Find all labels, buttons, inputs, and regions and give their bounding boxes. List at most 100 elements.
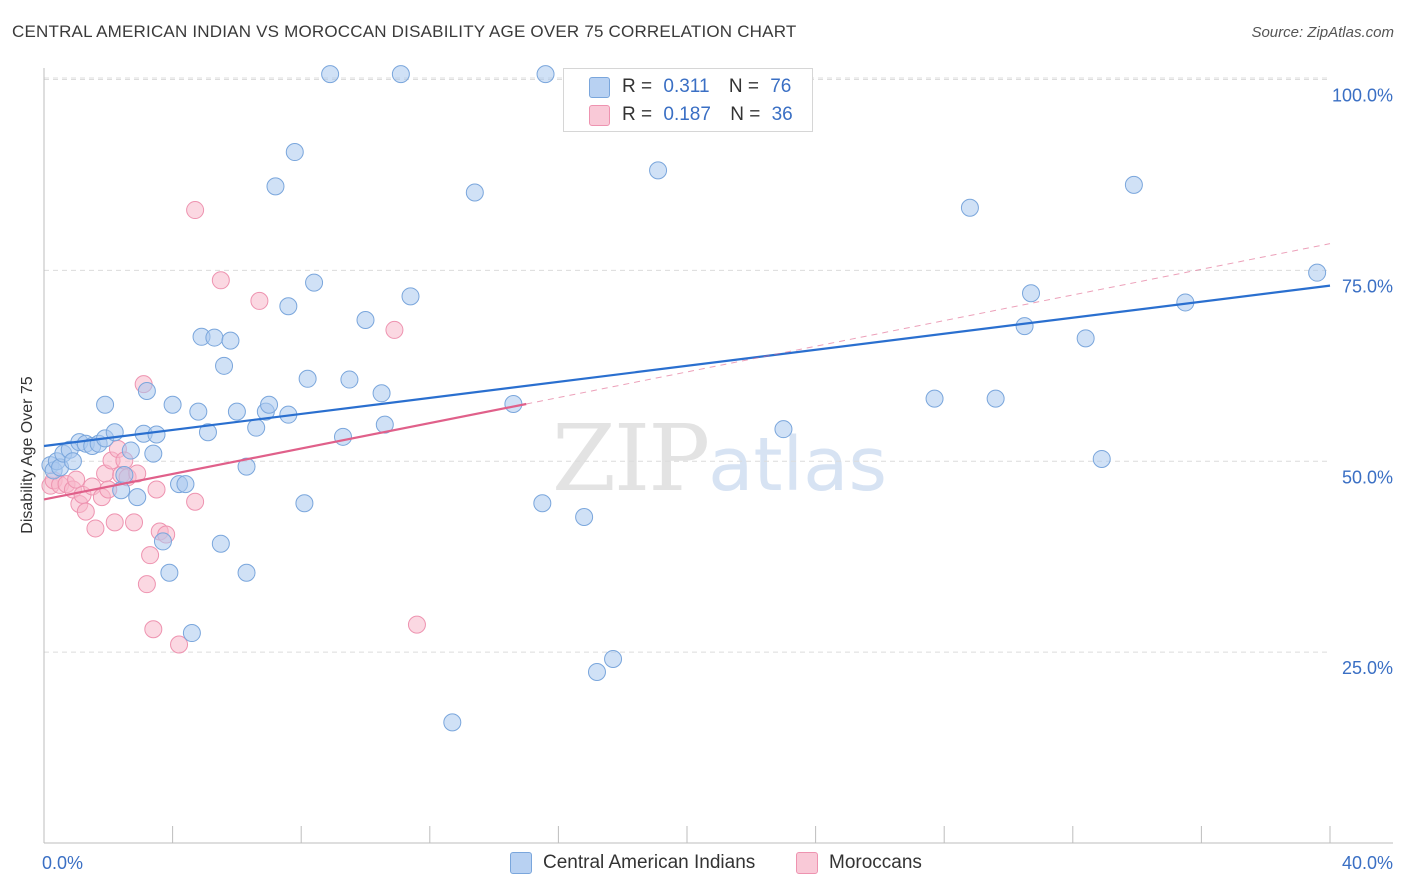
data-point-blue [266, 177, 285, 196]
data-point-blue [443, 713, 462, 732]
bottom-legend-swatch-pink [796, 852, 818, 874]
bottom-legend-label-pink: Moroccans [829, 852, 922, 873]
legend-r-label: R = [622, 76, 653, 97]
y-tick-label: 100.0% [1332, 86, 1393, 106]
data-point-blue [1076, 329, 1095, 348]
data-point-blue [160, 563, 179, 582]
y-tick-label: 25.0% [1342, 658, 1393, 678]
trend-line-extension-pink [526, 243, 1331, 405]
data-point-blue [305, 273, 324, 292]
data-point-blue [221, 331, 240, 350]
data-point-pink [125, 513, 144, 532]
watermark-atlas: atlas [708, 422, 887, 508]
data-point-blue [115, 465, 134, 484]
data-point-blue [205, 328, 224, 347]
bottom-legend-label-blue: Central American Indians [543, 852, 756, 873]
data-point-blue [279, 297, 298, 316]
chart-title: CENTRAL AMERICAN INDIAN VS MOROCCAN DISA… [12, 22, 797, 41]
data-point-blue [960, 198, 979, 217]
data-point-blue [321, 65, 340, 84]
data-point-blue [237, 457, 256, 476]
data-point-pink [141, 546, 160, 565]
data-point-pink [67, 470, 86, 489]
data-point-blue [137, 382, 156, 401]
data-point-pink [385, 320, 404, 339]
data-point-pink [105, 513, 124, 532]
y-tick-label: 50.0% [1342, 467, 1393, 487]
legend-swatch-pink [589, 104, 610, 126]
data-point-pink [137, 575, 156, 594]
data-point-blue [237, 563, 256, 582]
x-tick-label-max: 40.0% [1342, 853, 1393, 873]
data-point-blue [153, 532, 172, 551]
data-point-blue [227, 402, 246, 421]
data-point-blue [121, 441, 140, 460]
legend-n-value: 76 [770, 76, 792, 97]
data-point-blue [465, 183, 484, 202]
data-point-blue [215, 356, 234, 375]
bottom-legend-pink: Moroccans [796, 852, 922, 874]
data-point-pink [407, 615, 426, 634]
legend-n-value: 36 [771, 104, 793, 125]
trend-line-pink [43, 402, 527, 501]
legend-n-label: N = [728, 76, 759, 97]
data-point-blue [260, 395, 279, 414]
data-point-blue [1022, 284, 1041, 303]
data-point-blue [333, 427, 352, 446]
x-tick-label-min: 0.0% [42, 853, 83, 873]
data-point-blue [63, 452, 82, 471]
data-point-blue [295, 494, 314, 513]
data-point-blue [340, 370, 359, 389]
legend-n-label: N = [730, 104, 761, 125]
bottom-legend-blue: Central American Indians [510, 852, 755, 874]
legend-r-label: R = [622, 104, 653, 125]
data-point-blue [587, 662, 606, 681]
data-point-blue [128, 488, 147, 507]
data-point-blue [372, 384, 391, 403]
data-point-blue [198, 423, 217, 442]
correlation-legend: R = 0.311 N = 76 R = 0.187 N = 36 [563, 68, 813, 132]
data-point-pink [211, 271, 230, 290]
data-point-blue [1015, 317, 1034, 336]
data-point-blue [298, 369, 317, 388]
data-point-blue [986, 389, 1005, 408]
data-point-pink [170, 635, 189, 654]
data-point-blue [147, 425, 166, 444]
data-point-blue [925, 389, 944, 408]
legend-r-value: 0.187 [663, 104, 711, 125]
data-point-blue [163, 395, 182, 414]
data-point-blue [96, 395, 115, 414]
data-point-blue [182, 624, 201, 643]
data-point-blue [774, 420, 793, 439]
data-point-blue [189, 402, 208, 421]
source-label: Source: ZipAtlas.com [1251, 24, 1394, 41]
data-point-blue [504, 394, 523, 413]
data-point-pink [186, 201, 205, 220]
bottom-legend-swatch-blue [510, 852, 532, 874]
watermark-zip: ZIP [552, 405, 710, 512]
data-point-blue [144, 444, 163, 463]
data-point-pink [144, 620, 163, 639]
data-point-blue [1124, 175, 1143, 194]
watermark: ZIPatlas [552, 405, 887, 512]
y-tick-label: 75.0% [1342, 276, 1393, 296]
data-point-pink [86, 519, 105, 538]
data-point-blue [536, 65, 555, 84]
data-point-blue [1092, 449, 1111, 468]
trend-line-blue [43, 284, 1331, 448]
data-point-blue [391, 65, 410, 84]
data-point-blue [401, 287, 420, 306]
legend-r-value: 0.311 [663, 76, 710, 97]
data-point-blue [285, 143, 304, 162]
data-point-pink [250, 291, 269, 310]
data-point-blue [575, 507, 594, 526]
data-point-blue [1308, 263, 1327, 282]
data-point-blue [533, 494, 552, 513]
data-point-blue [211, 534, 230, 553]
data-point-blue [356, 311, 375, 330]
data-point-blue [604, 649, 623, 668]
data-point-pink [186, 492, 205, 511]
data-point-blue [247, 418, 266, 437]
legend-swatch-blue [589, 76, 610, 98]
